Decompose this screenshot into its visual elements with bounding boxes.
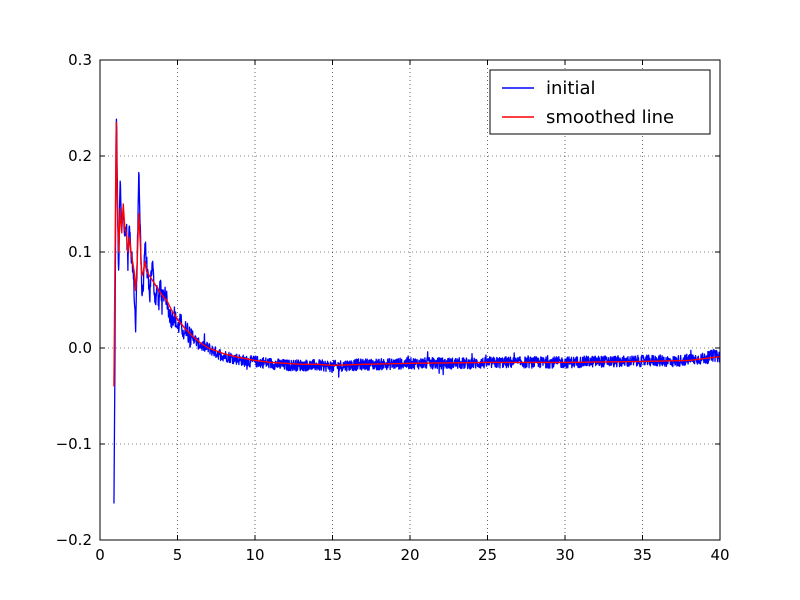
axis-ticks: 0 5 10 15 20 25 30 35 40 −0.2 −0.1 0.0 0.1 0.2 0.3 bbox=[56, 51, 730, 564]
x-tick-label: 15 bbox=[323, 546, 342, 564]
series-layer bbox=[113, 118, 720, 504]
x-tick-label: 30 bbox=[555, 546, 574, 564]
y-tick-label: 0.1 bbox=[68, 243, 92, 261]
x-tick-label: 40 bbox=[710, 546, 729, 564]
legend-label: initial bbox=[546, 78, 596, 99]
y-tick-label: 0.3 bbox=[68, 51, 92, 69]
y-tick-label: −0.1 bbox=[56, 435, 92, 453]
y-tick-label: 0.2 bbox=[68, 147, 92, 165]
x-tick-label: 35 bbox=[633, 546, 652, 564]
series-line-initial bbox=[113, 118, 720, 504]
x-tick-label: 5 bbox=[173, 546, 183, 564]
grid bbox=[100, 60, 720, 540]
y-tick-label: 0.0 bbox=[68, 339, 92, 357]
x-tick-label: 0 bbox=[95, 546, 105, 564]
x-tick-label: 25 bbox=[478, 546, 497, 564]
x-tick-label: 20 bbox=[400, 546, 419, 564]
legend-box bbox=[489, 69, 711, 135]
x-tick-label: 10 bbox=[245, 546, 264, 564]
y-tick-label: −0.2 bbox=[56, 531, 92, 549]
series-line-smoothed-line bbox=[113, 121, 720, 387]
legend-label: smoothed line bbox=[546, 107, 674, 128]
legend: initial smoothed line bbox=[489, 69, 711, 135]
